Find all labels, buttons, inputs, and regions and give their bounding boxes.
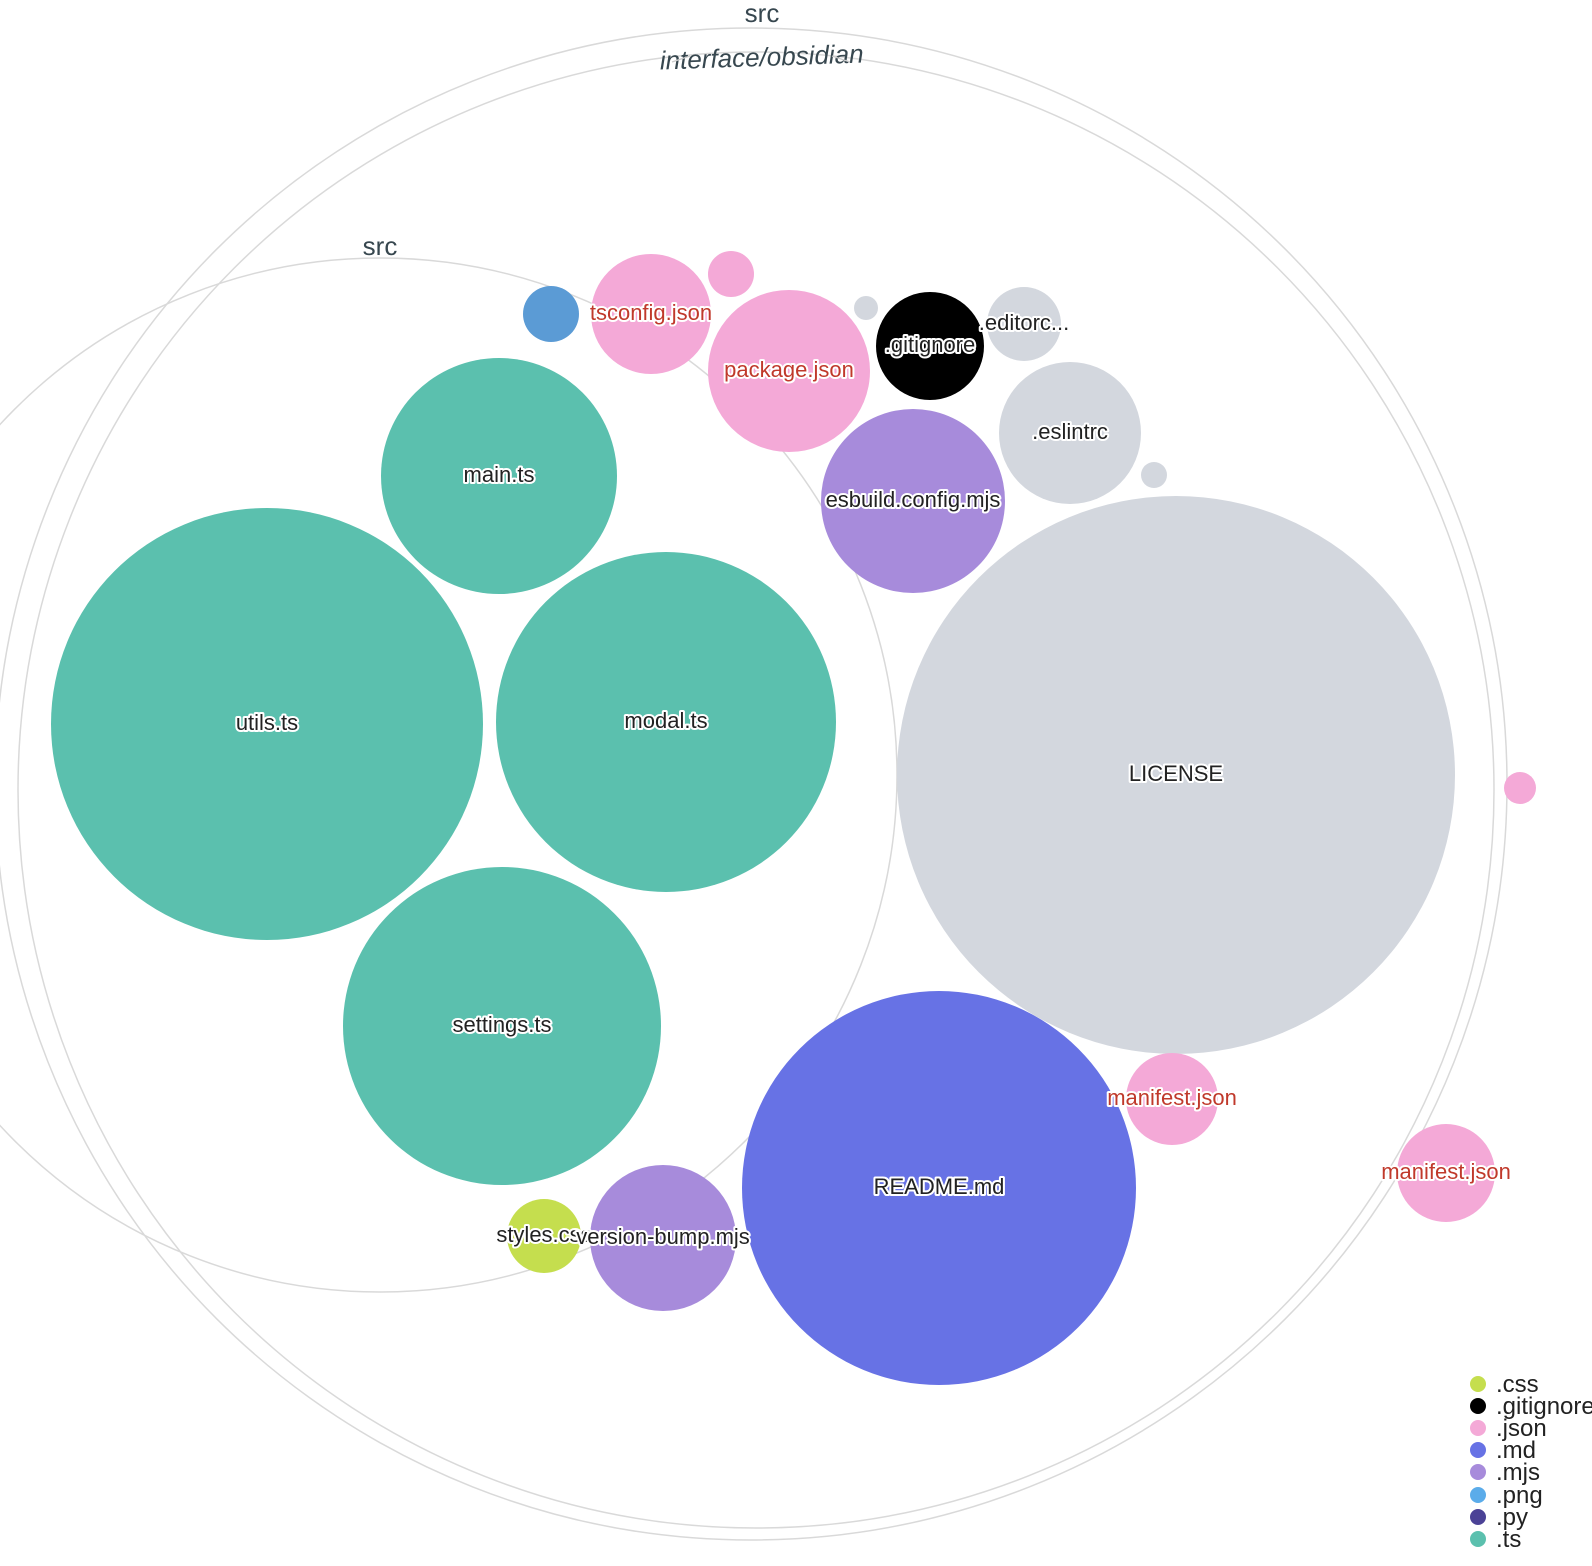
svg-text:version-bump.mjs: version-bump.mjs: [576, 1224, 750, 1249]
svg-text:LICENSE: LICENSE: [1129, 761, 1223, 786]
svg-text:README.md: README.md: [874, 1174, 1005, 1199]
svg-text:.ts: .ts: [1496, 1526, 1521, 1553]
svg-text:modal.ts: modal.ts: [624, 708, 707, 733]
svg-text:.eslintrc: .eslintrc: [1032, 419, 1108, 444]
svg-text:esbuild.config.mjs: esbuild.config.mjs: [826, 487, 1001, 512]
svg-text:package.json: package.json: [724, 357, 854, 382]
svg-text:.gitignore: .gitignore: [885, 332, 976, 357]
svg-text:main.ts: main.ts: [464, 462, 535, 487]
svg-text:utils.ts: utils.ts: [236, 710, 298, 735]
svg-text:settings.ts: settings.ts: [452, 1012, 551, 1037]
svg-text:src: src: [363, 231, 398, 261]
svg-text:.editorc...: .editorc...: [979, 310, 1069, 335]
svg-text:src: src: [745, 0, 780, 28]
svg-text:tsconfig.json: tsconfig.json: [590, 300, 712, 325]
svg-text:manifest.json: manifest.json: [1107, 1085, 1237, 1110]
svg-text:manifest.json: manifest.json: [1381, 1159, 1511, 1184]
